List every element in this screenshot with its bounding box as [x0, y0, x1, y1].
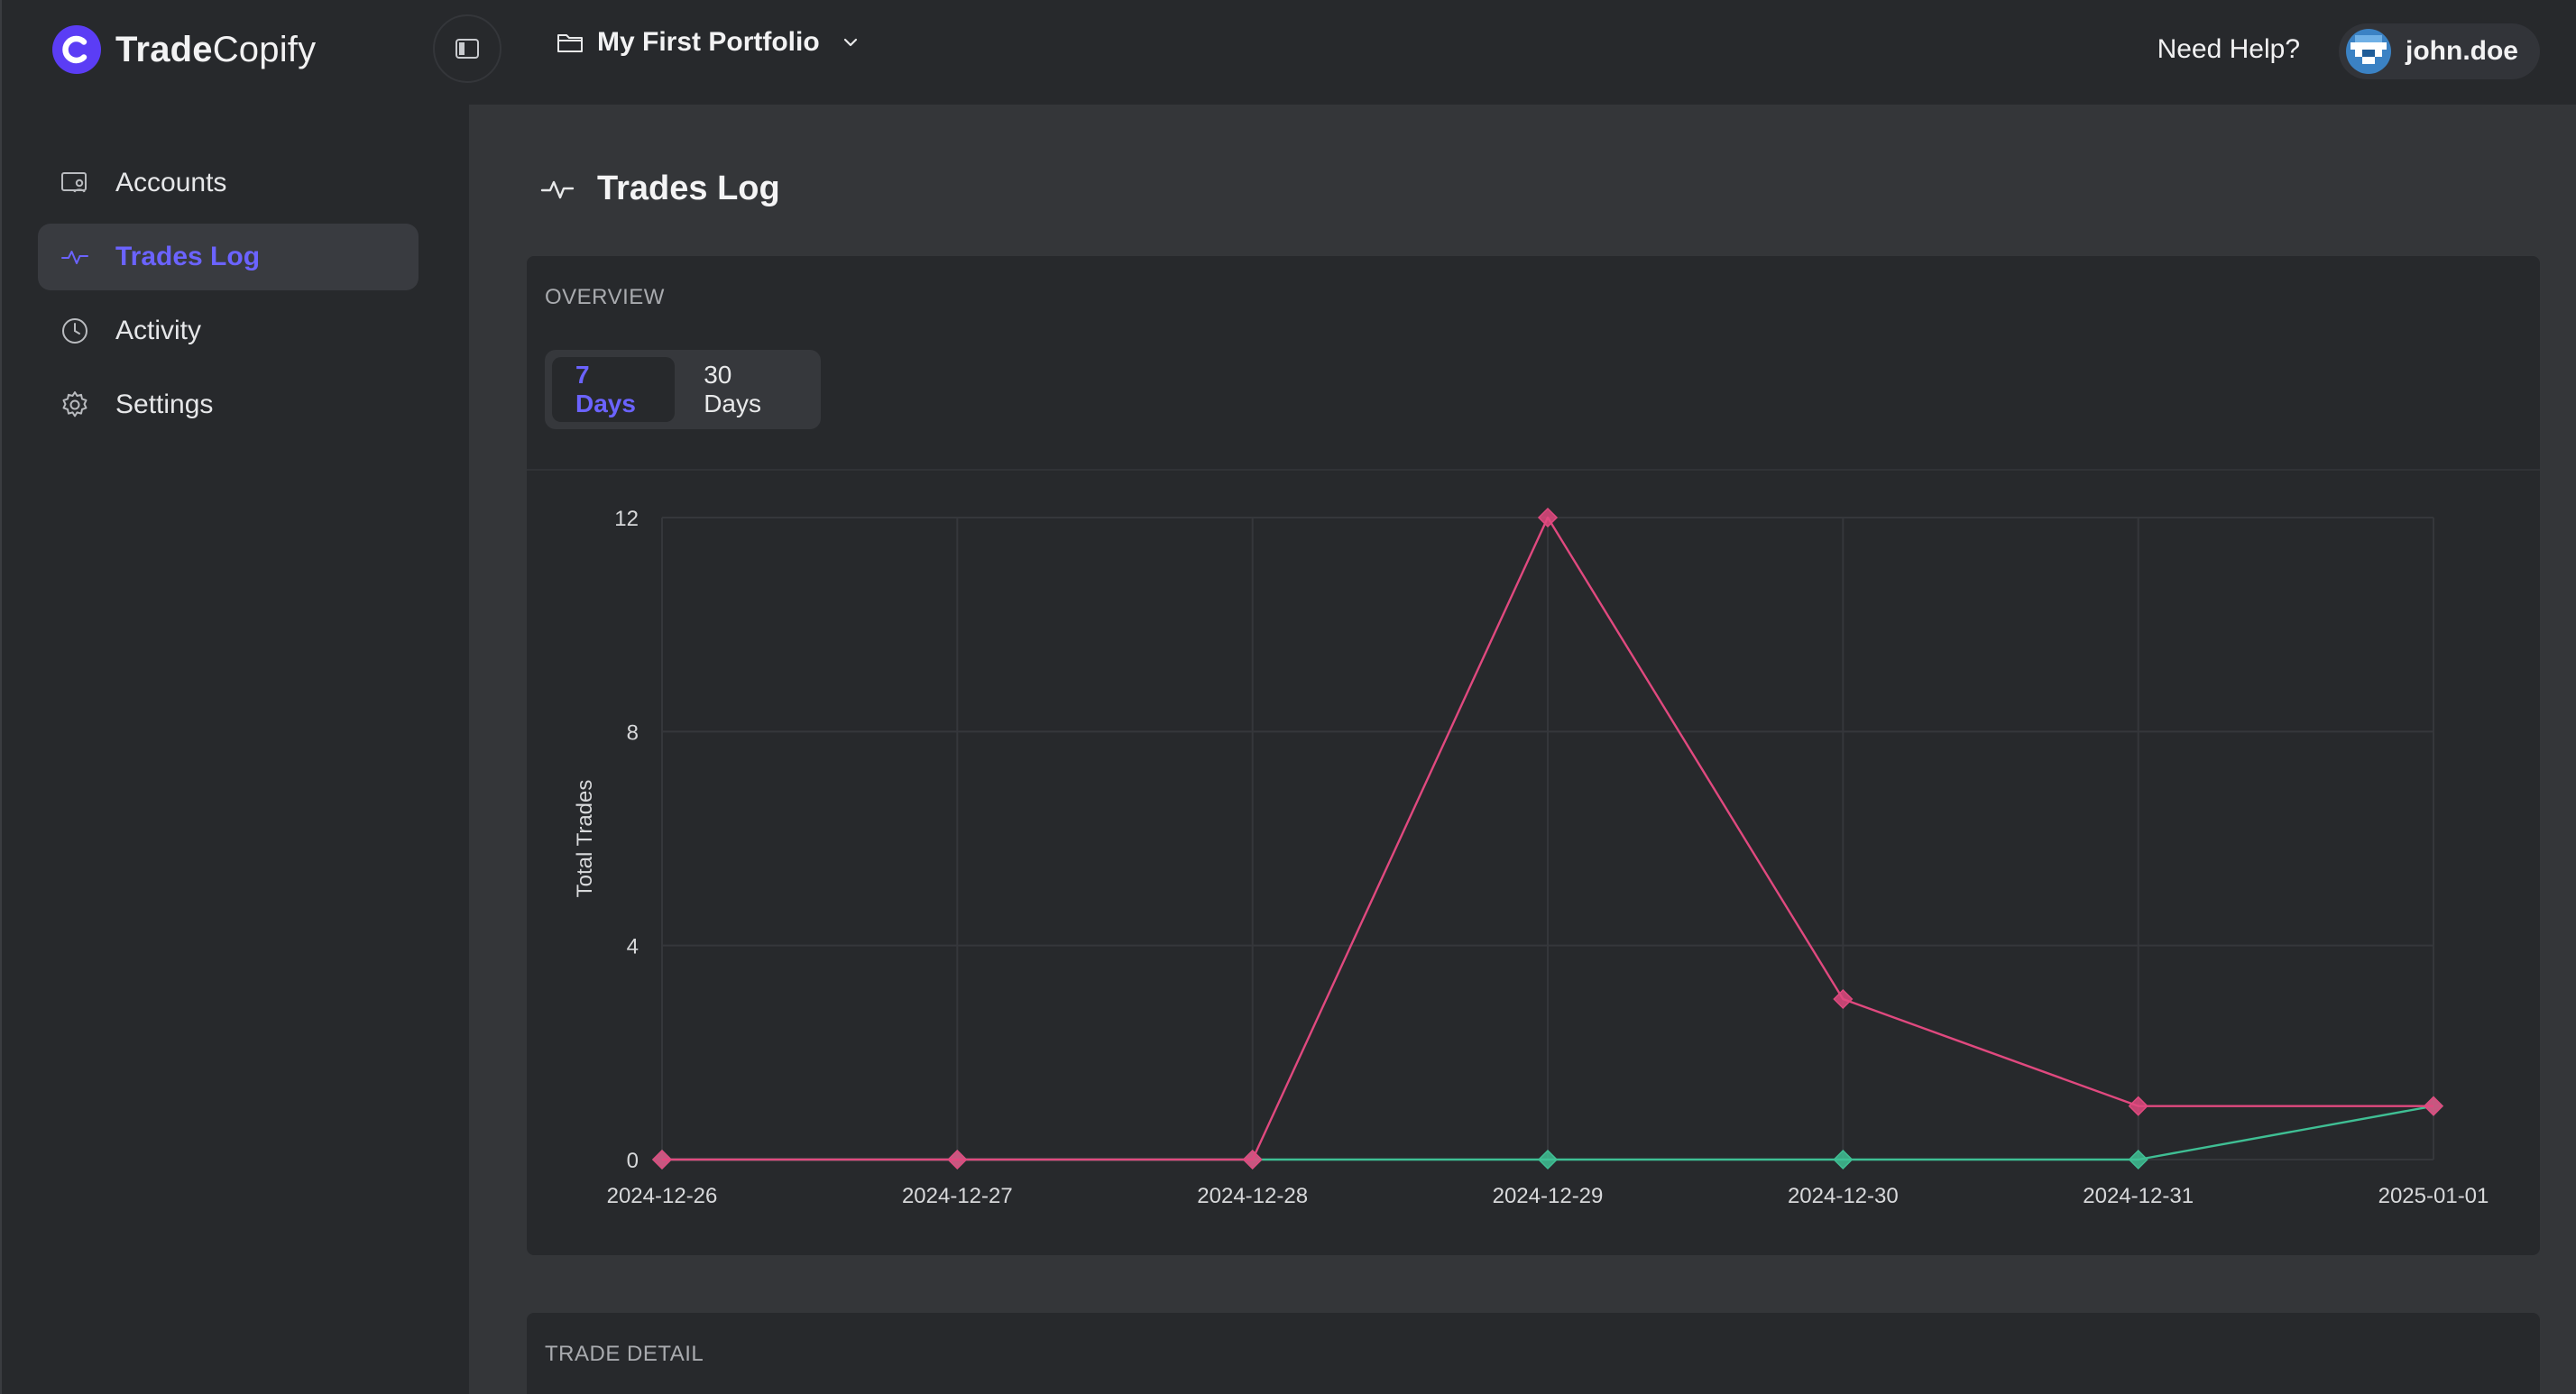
brand-name-light: Copify — [212, 29, 317, 69]
data-point — [2128, 1149, 2148, 1170]
brand[interactable]: TradeCopify — [52, 25, 316, 74]
trade-detail-label: TRADE DETAIL — [545, 1342, 704, 1366]
sidebar-item-activity[interactable]: Activity — [38, 298, 419, 364]
data-point — [2423, 1096, 2444, 1116]
portfolio-selector[interactable]: My First Portfolio — [556, 27, 861, 58]
x-tick-label: 2024-12-30 — [1788, 1184, 1899, 1208]
data-point — [1833, 988, 1854, 1010]
chevron-down-icon — [843, 38, 857, 47]
y-tick-label: 12 — [614, 507, 639, 531]
tab-30-days[interactable]: 30 Days — [704, 361, 761, 417]
gear-icon — [62, 391, 87, 417]
overview-label: OVERVIEW — [545, 285, 665, 309]
data-point — [2128, 1096, 2148, 1116]
data-point — [947, 1149, 968, 1170]
x-tick-label: 2024-12-28 — [1197, 1184, 1308, 1208]
brand-name: TradeCopify — [115, 30, 316, 70]
y-axis-label: Total Trades — [573, 780, 597, 898]
range-tabs: 7 Days 30 Days — [545, 350, 821, 429]
overview-card: OVERVIEW 7 Days 30 Days 0 4 8 12 2024-12-26 2… — [527, 256, 2540, 1255]
sidebar-item-settings[interactable]: Settings — [38, 371, 419, 438]
brand-logo-icon — [52, 25, 101, 74]
y-tick-label: 4 — [627, 935, 639, 959]
data-point — [651, 1149, 673, 1170]
folder-icon — [557, 34, 583, 52]
x-tick-label: 2024-12-31 — [2083, 1184, 2194, 1208]
trade-detail-card: TRADE DETAIL — [527, 1313, 2540, 1394]
data-point — [1537, 1149, 1559, 1170]
sidebar-item-label: Trades Log — [115, 242, 261, 271]
user-menu[interactable]: john.doe — [2339, 23, 2540, 79]
y-tick-label: 8 — [627, 720, 639, 745]
clock-icon — [62, 318, 87, 344]
trades-line-chart: 0 4 8 12 2024-12-26 2024-12-27 2024-12-28 2024-… — [573, 507, 2489, 1208]
sidebar-item-accounts[interactable]: Accounts — [38, 150, 419, 216]
sidebar-toggle-icon — [455, 39, 479, 59]
portfolio-name: My First Portfolio — [597, 27, 820, 57]
sidebar-item-label: Settings — [115, 390, 214, 419]
page-header: Trades Log — [539, 170, 780, 208]
brand-name-bold: Trade — [115, 29, 213, 69]
pulse-icon — [61, 251, 88, 264]
accounts-icon — [61, 172, 87, 193]
avatar — [2346, 29, 2392, 74]
sidebar-toggle-button[interactable] — [433, 14, 501, 83]
x-tick-label: 2024-12-27 — [902, 1184, 1013, 1208]
trades-chart: 0 4 8 12 2024-12-26 2024-12-27 2024-12-28 2024-… — [527, 472, 2540, 1255]
x-tick-label: 2024-12-26 — [607, 1184, 718, 1208]
tab-7-days[interactable]: 7 Days — [552, 357, 676, 422]
y-tick-label: 0 — [627, 1149, 639, 1173]
page-title: Trades Log — [597, 170, 780, 207]
divider — [527, 469, 2540, 471]
top-bar: My First Portfolio Need Help? john.doe — [433, 0, 2576, 105]
x-tick-label: 2025-01-01 — [2378, 1184, 2489, 1208]
sidebar-item-trades-log[interactable]: Trades Log — [38, 224, 419, 290]
username: john.doe — [2406, 36, 2518, 66]
sidebar: TradeCopify Accounts Trades Log — [0, 0, 469, 1394]
need-help-link[interactable]: Need Help? — [2157, 34, 2300, 64]
sidebar-nav: Accounts Trades Log Activity — [38, 150, 419, 445]
x-tick-label: 2024-12-29 — [1493, 1184, 1604, 1208]
data-point — [1242, 1149, 1263, 1170]
pulse-icon — [540, 180, 575, 198]
main-content: Trades Log OVERVIEW 7 Days 30 Days 0 4 8 12… — [469, 105, 2576, 1394]
data-point — [1537, 507, 1559, 528]
sidebar-item-label: Accounts — [115, 168, 227, 197]
data-point — [1833, 1149, 1854, 1170]
sidebar-item-label: Activity — [115, 316, 202, 345]
